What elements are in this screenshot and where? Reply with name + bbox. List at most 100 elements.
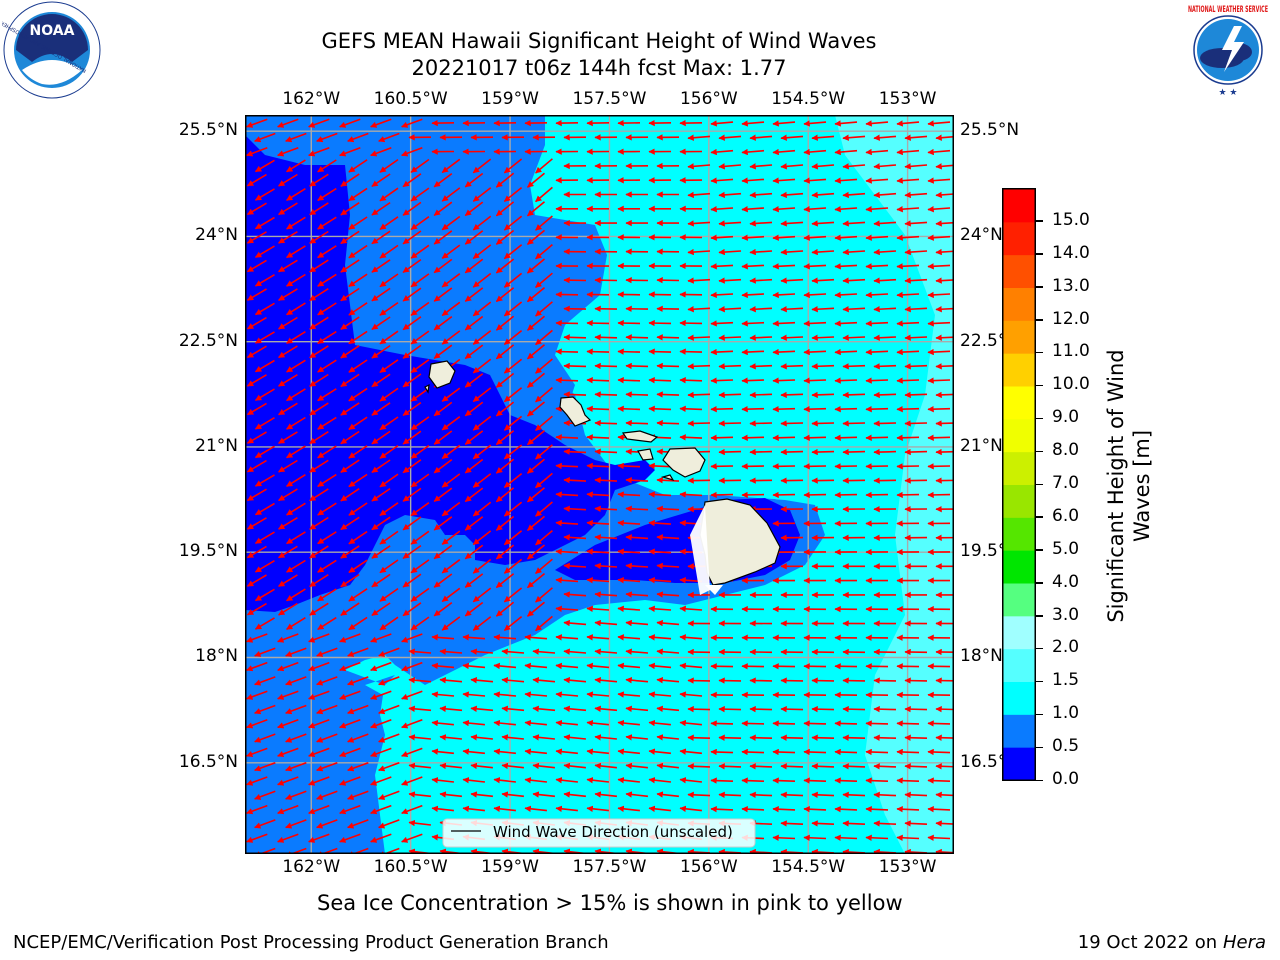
wave-direction-arrow bbox=[679, 634, 703, 641]
wave-direction-arrow bbox=[834, 348, 858, 356]
wave-direction-arrow bbox=[617, 605, 641, 613]
colorbar-tick-label: 5.0 bbox=[1052, 538, 1080, 559]
wave-direction-arrow bbox=[370, 719, 392, 729]
wave-direction-arrow bbox=[749, 163, 773, 170]
wave-direction-arrow bbox=[741, 120, 765, 127]
lon-tick-top: 153°W bbox=[878, 89, 937, 109]
wave-direction-arrow bbox=[535, 444, 553, 460]
wave-direction-arrow bbox=[927, 320, 951, 327]
wave-direction-arrow bbox=[410, 330, 430, 345]
wave-direction-arrow bbox=[842, 334, 866, 341]
wave-direction-arrow bbox=[470, 705, 494, 713]
wave-direction-arrow bbox=[317, 159, 337, 173]
wave-direction-arrow bbox=[286, 588, 306, 602]
wave-direction-arrow bbox=[493, 805, 516, 813]
wave-direction-arrow bbox=[904, 334, 928, 341]
wave-direction-arrow bbox=[401, 147, 423, 157]
wave-direction-arrow bbox=[379, 387, 399, 402]
wave-direction-arrow bbox=[348, 244, 368, 259]
wave-direction-arrow bbox=[464, 172, 484, 188]
wave-direction-arrow bbox=[718, 734, 742, 741]
wave-direction-arrow bbox=[741, 805, 765, 813]
wave-direction-arrow bbox=[401, 118, 423, 128]
wave-direction-arrow bbox=[904, 363, 928, 370]
wave-direction-arrow bbox=[402, 516, 422, 531]
wave-direction-arrow bbox=[865, 748, 889, 756]
wave-direction-arrow bbox=[803, 405, 827, 413]
wave-direction-arrow bbox=[535, 358, 553, 374]
wave-direction-arrow bbox=[316, 733, 338, 743]
wave-direction-arrow bbox=[379, 616, 399, 631]
wave-direction-arrow bbox=[278, 173, 298, 187]
colorbar-segment bbox=[1003, 320, 1035, 354]
wave-direction-arrow bbox=[410, 416, 430, 431]
wave-direction-arrow bbox=[803, 805, 827, 813]
wave-direction-arrow bbox=[617, 634, 641, 641]
wave-direction-arrow bbox=[842, 763, 866, 770]
wave-direction-arrow bbox=[379, 416, 399, 431]
colorbar-segment bbox=[1003, 648, 1035, 682]
wave-direction-arrow bbox=[535, 529, 553, 546]
wave-direction-arrow bbox=[286, 188, 306, 201]
wave-direction-arrow bbox=[535, 272, 553, 289]
wave-direction-arrow bbox=[309, 230, 329, 244]
wave-direction-arrow bbox=[441, 416, 461, 431]
wave-direction-arrow bbox=[710, 320, 734, 327]
wave-direction-arrow bbox=[935, 220, 954, 227]
wave-direction-arrow bbox=[648, 777, 671, 784]
wave-direction-arrow bbox=[401, 776, 423, 786]
wave-direction-arrow bbox=[379, 502, 399, 517]
wave-direction-arrow bbox=[503, 387, 523, 403]
wave-direction-arrow bbox=[656, 534, 680, 541]
wave-direction-arrow bbox=[278, 231, 298, 244]
island-oahu bbox=[559, 396, 592, 427]
wave-direction-arrow bbox=[410, 387, 430, 402]
wave-direction-arrow bbox=[286, 331, 306, 344]
wave-direction-arrow bbox=[896, 120, 920, 127]
wave-direction-arrow bbox=[316, 761, 338, 772]
wave-direction-arrow bbox=[285, 819, 307, 829]
wave-direction-arrow bbox=[772, 148, 796, 156]
wave-direction-arrow bbox=[526, 429, 546, 446]
wave-direction-arrow bbox=[563, 677, 587, 684]
wave-direction-arrow bbox=[935, 134, 954, 141]
wave-direction-arrow bbox=[679, 491, 703, 498]
wave-direction-arrow bbox=[935, 734, 954, 741]
wave-direction-arrow bbox=[617, 377, 641, 384]
wave-direction-arrow bbox=[687, 163, 711, 170]
wave-direction-arrow bbox=[865, 377, 889, 384]
wave-direction-arrow bbox=[904, 763, 928, 770]
wave-direction-arrow bbox=[254, 704, 276, 715]
wave-direction-arrow bbox=[865, 177, 889, 184]
wave-direction-arrow bbox=[401, 804, 423, 815]
wave-direction-arrow bbox=[834, 120, 858, 127]
wave-direction-arrow bbox=[780, 763, 804, 770]
wave-direction-arrow bbox=[472, 187, 492, 202]
wave-direction-arrow bbox=[873, 363, 897, 370]
wave-direction-arrow bbox=[401, 747, 423, 758]
wave-direction-arrow bbox=[246, 661, 268, 672]
wave-direction-arrow bbox=[524, 719, 547, 727]
wave-direction-arrow bbox=[246, 833, 268, 843]
map-legend: Wind Wave Direction (unscaled) bbox=[442, 818, 756, 848]
island-maui bbox=[662, 447, 706, 478]
wave-direction-arrow bbox=[278, 545, 298, 559]
wave-direction-arrow bbox=[687, 334, 711, 341]
wave-direction-arrow bbox=[254, 159, 275, 173]
wave-direction-arrow bbox=[347, 733, 369, 743]
lon-tick-bottom: 156°W bbox=[679, 857, 738, 877]
wave-direction-arrow bbox=[378, 676, 400, 686]
wave-direction-arrow bbox=[535, 558, 553, 575]
wave-direction-arrow bbox=[555, 805, 578, 813]
wave-direction-arrow bbox=[625, 534, 649, 541]
wave-direction-arrow bbox=[772, 777, 796, 784]
wave-direction-arrow bbox=[433, 287, 453, 302]
wave-direction-arrow bbox=[495, 344, 515, 360]
wave-direction-arrow bbox=[402, 344, 422, 359]
wave-direction-arrow bbox=[495, 544, 515, 560]
wave-direction-arrow bbox=[246, 402, 267, 416]
wave-direction-arrow bbox=[441, 501, 461, 517]
wave-direction-arrow bbox=[526, 458, 546, 474]
wave-direction-arrow bbox=[371, 316, 391, 331]
wave-direction-arrow bbox=[625, 791, 648, 798]
